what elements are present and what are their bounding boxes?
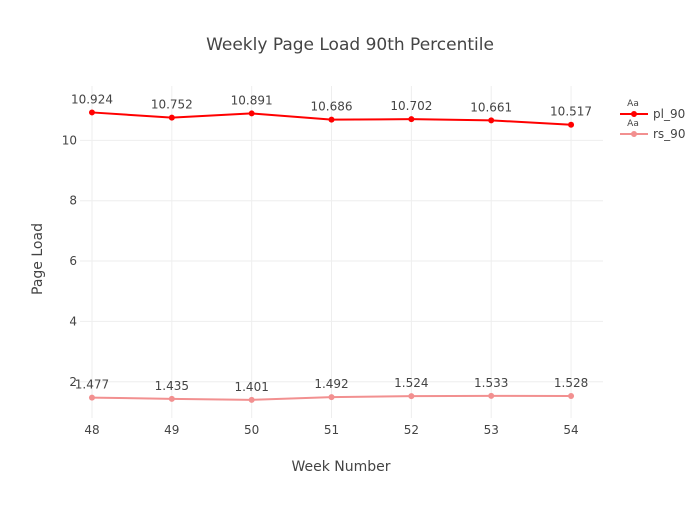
data-label: 1.533 (474, 376, 508, 390)
y-axis-title: Page Load (30, 223, 46, 295)
legend-label: pl_90 (653, 107, 685, 121)
legend[interactable]: Aa pl_90 Aa rs_90 (620, 99, 685, 141)
data-point[interactable] (408, 393, 415, 400)
data-point[interactable] (88, 109, 95, 116)
data-label: 10.686 (311, 100, 353, 114)
x-tick-label: 51 (324, 423, 339, 437)
axes: 48 49 50 51 52 53 54 2 4 6 8 10 (62, 133, 579, 437)
data-point[interactable] (88, 394, 95, 401)
data-label: 1.401 (234, 380, 268, 394)
data-point[interactable] (488, 117, 495, 124)
data-label: 10.891 (231, 93, 273, 107)
legend-label: rs_90 (653, 127, 685, 141)
legend-marker-text: Aa (627, 119, 639, 129)
data-label: 1.492 (314, 377, 348, 391)
data-point[interactable] (488, 392, 495, 399)
data-point[interactable] (568, 393, 575, 400)
y-tick-label: 2 (69, 375, 77, 389)
legend-marker (631, 111, 637, 117)
legend-marker-text: Aa (627, 99, 639, 109)
legend-item-rs_90[interactable]: Aa rs_90 (620, 119, 685, 141)
x-tick-label: 48 (84, 423, 99, 437)
x-tick-label: 50 (244, 423, 259, 437)
x-tick-label: 49 (164, 423, 179, 437)
x-axis-title: Week Number (291, 459, 390, 475)
data-label: 1.435 (155, 379, 189, 393)
data-label: 10.517 (550, 105, 592, 119)
data-label: 1.524 (394, 376, 428, 390)
data-point[interactable] (408, 116, 415, 123)
x-tick-label: 53 (484, 423, 499, 437)
legend-item-pl_90[interactable]: Aa pl_90 (620, 99, 685, 121)
data-label: 10.661 (470, 100, 512, 114)
data-label: 1.477 (75, 378, 109, 392)
y-tick-label: 8 (69, 194, 77, 208)
data-point[interactable] (248, 396, 255, 403)
x-tick-label: 54 (563, 423, 578, 437)
data-label: 10.924 (71, 92, 113, 106)
y-tick-label: 10 (62, 133, 77, 147)
x-tick-label: 52 (404, 423, 419, 437)
legend-marker (631, 131, 637, 137)
y-tick-label: 6 (69, 254, 77, 268)
data-point[interactable] (568, 121, 575, 128)
chart-title: Weekly Page Load 90th Percentile (206, 35, 494, 55)
data-point[interactable] (248, 110, 255, 117)
data-point[interactable] (328, 116, 335, 123)
data-label: 10.752 (151, 98, 193, 112)
series-rs_90[interactable]: 1.477 1.435 1.401 1.492 1.524 1.533 1.528 (75, 376, 588, 403)
series-pl_90[interactable]: 10.924 10.752 10.891 10.686 10.702 10.661 10.5… (71, 92, 592, 128)
series-layer: 10.924 10.752 10.891 10.686 10.702 10.661 10.5… (71, 92, 592, 403)
data-point[interactable] (328, 394, 335, 401)
data-label: 1.528 (554, 376, 588, 390)
data-label: 10.702 (390, 99, 432, 113)
gridlines (80, 86, 603, 418)
data-point[interactable] (168, 114, 175, 121)
y-tick-label: 4 (69, 314, 77, 328)
data-point[interactable] (168, 395, 175, 402)
